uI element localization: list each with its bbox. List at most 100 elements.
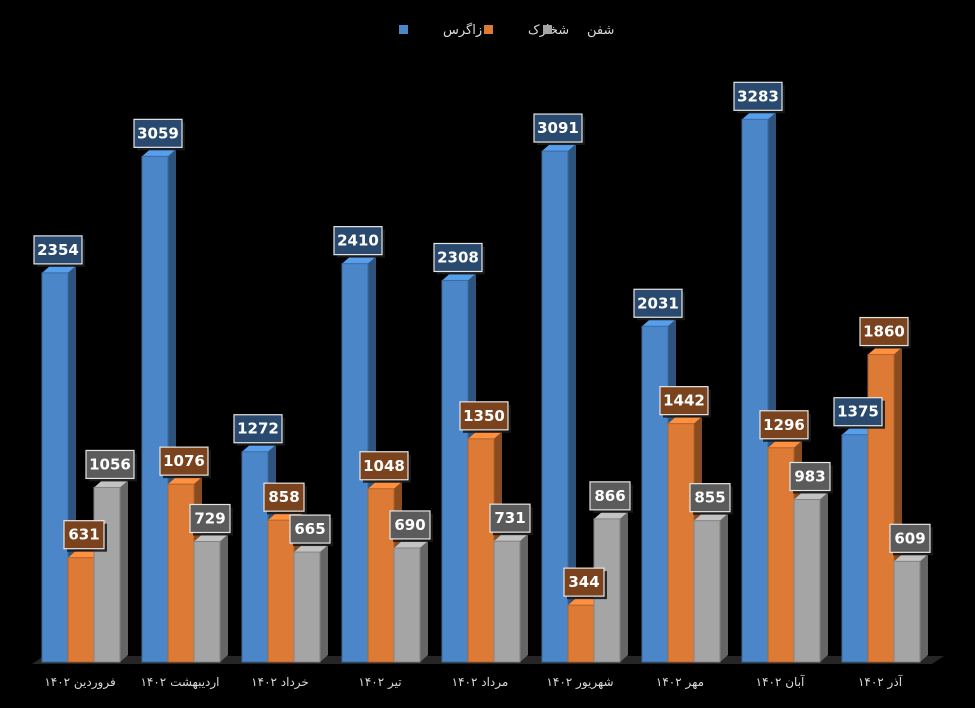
data-label-2-2: 1076 xyxy=(159,446,211,479)
category-axis: فروردین ۱۴۰۲ اردیبهشت ۱۴۰۲ خرداد ۱۴۰۲ تیر ۱… xyxy=(44,674,902,690)
legend-item-1[interactable]: زاگرس xyxy=(399,22,482,38)
category-label-9: آذر ۱۴۰۲ xyxy=(858,674,903,690)
label-value: 344 xyxy=(568,573,599,591)
label-value: 866 xyxy=(594,487,625,505)
data-label-2-5: 1350 xyxy=(459,401,511,433)
label-box xyxy=(689,483,731,513)
label-box xyxy=(133,118,183,148)
bar-front xyxy=(441,279,469,663)
category-label-3: خرداد ۱۴۰۲ xyxy=(251,675,309,690)
bar-top xyxy=(142,149,176,157)
bar-3-9[interactable] xyxy=(893,554,928,663)
label-value: 1048 xyxy=(363,457,405,475)
bar-top xyxy=(468,431,502,439)
bar-3-7[interactable] xyxy=(693,513,728,663)
label-box xyxy=(333,226,383,256)
bar-front xyxy=(641,325,669,663)
legend-item-3[interactable]: شفن xyxy=(543,23,614,38)
bar-front xyxy=(393,547,421,663)
label-box xyxy=(789,461,831,492)
category-label-6: شهریور ۱۴۰۲ xyxy=(546,675,613,690)
data-label-3-9: 609 xyxy=(889,523,933,556)
data-label-3-8: 983 xyxy=(789,461,833,494)
bar-3-1[interactable] xyxy=(93,480,128,663)
label-box xyxy=(159,446,209,476)
bar-side xyxy=(820,492,828,662)
data-label-2-4: 1048 xyxy=(359,451,411,483)
label-box xyxy=(63,520,105,550)
bar-1-8[interactable] xyxy=(741,112,776,663)
label-box xyxy=(263,482,305,512)
bar-top xyxy=(94,480,128,488)
label-box xyxy=(659,386,709,416)
label-box xyxy=(233,414,283,444)
category-label-5: مرداد ۱۴۰۲ xyxy=(452,675,509,690)
data-label-3-2: 729 xyxy=(189,503,233,536)
bar-top xyxy=(594,511,628,519)
data-label-2-3: 858 xyxy=(263,482,307,515)
bar-front xyxy=(93,486,121,663)
label-value: 631 xyxy=(68,526,99,544)
data-label-3-3: 665 xyxy=(289,514,333,547)
label-value: 1076 xyxy=(163,452,205,470)
bar-front xyxy=(667,423,695,663)
bar-3-4[interactable] xyxy=(393,540,428,663)
label-value: 2410 xyxy=(337,232,379,250)
label-value: 1375 xyxy=(837,403,879,421)
label-value: 1350 xyxy=(463,407,505,425)
label-box xyxy=(85,449,135,480)
bar-2-5[interactable] xyxy=(467,431,502,663)
data-label-3-1: 1056 xyxy=(85,449,137,482)
bar-side xyxy=(568,144,576,663)
label-value: 983 xyxy=(794,468,825,486)
data-label-1-8: 3283 xyxy=(733,81,785,114)
label-box xyxy=(563,567,605,597)
legend-label: شفن xyxy=(587,23,614,38)
label-value: 858 xyxy=(268,488,299,506)
bar-3-5[interactable] xyxy=(493,534,528,663)
bar-front xyxy=(467,438,495,663)
label-box xyxy=(633,288,683,318)
category-label-2: اردیبهشت ۱۴۰۲ xyxy=(140,675,219,690)
label-value: 1272 xyxy=(237,420,279,438)
bar-side xyxy=(320,545,328,662)
data-label-3-4: 690 xyxy=(389,510,433,542)
legend-swatch xyxy=(399,25,408,34)
label-box xyxy=(389,510,431,540)
bar-top xyxy=(668,416,702,424)
bar-side xyxy=(120,480,128,662)
legend[interactable]: زاگرسشخارک شفن xyxy=(399,22,614,38)
label-value: 1056 xyxy=(89,455,131,473)
bar-top xyxy=(794,492,828,500)
bar-3-8[interactable] xyxy=(793,492,828,663)
bar-front xyxy=(693,520,721,663)
legend-item-2[interactable]: شخارک xyxy=(484,23,569,38)
data-label-1-4: 2410 xyxy=(333,226,385,258)
bar-front xyxy=(841,434,869,663)
bar-side xyxy=(420,540,428,662)
label-value: 729 xyxy=(194,509,225,527)
bar-3-3[interactable] xyxy=(293,545,328,663)
bar-front xyxy=(493,540,521,663)
bar-top xyxy=(42,265,76,273)
data-label-1-9: 1375 xyxy=(833,397,885,429)
bar-side xyxy=(520,534,528,662)
label-box xyxy=(533,113,583,143)
bar-3-2[interactable] xyxy=(193,534,228,663)
bar-side xyxy=(220,534,228,662)
data-label-3-6: 866 xyxy=(589,481,633,513)
bar-top xyxy=(442,273,476,281)
bar-top xyxy=(394,540,428,548)
legend-label: زاگرس xyxy=(443,22,482,38)
category-label-1: فروردین ۱۴۰۲ xyxy=(44,675,115,690)
bar-front xyxy=(41,272,69,663)
label-value: 2031 xyxy=(637,294,679,312)
data-label-2-1: 631 xyxy=(63,520,107,552)
bar-front xyxy=(741,118,769,663)
bar-top xyxy=(742,112,776,120)
bar-front xyxy=(67,557,95,663)
label-box xyxy=(459,401,509,431)
category-label-8: آبان ۱۴۰۲ xyxy=(756,674,805,689)
label-value: 1296 xyxy=(763,416,805,434)
